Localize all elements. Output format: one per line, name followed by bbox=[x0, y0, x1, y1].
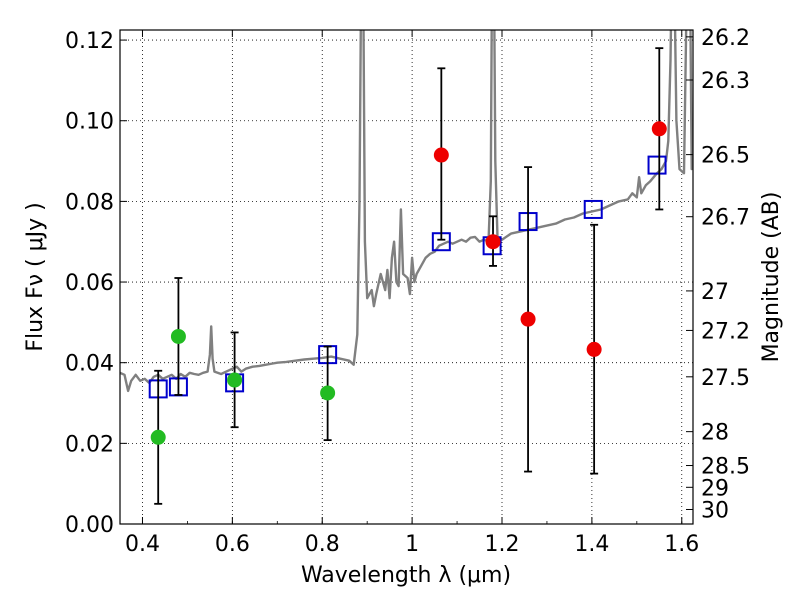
y2-tick-label: 27.2 bbox=[701, 319, 750, 344]
y-tick-label: 0.02 bbox=[65, 432, 114, 457]
y-tick-label: 0.04 bbox=[65, 352, 114, 377]
data-point bbox=[227, 372, 243, 388]
x-tick-label: 0.6 bbox=[215, 532, 250, 557]
data-point bbox=[433, 147, 449, 163]
y2-tick-label: 26.2 bbox=[701, 26, 750, 51]
spectrum-line bbox=[120, 30, 693, 393]
y2-tick-label: 28.5 bbox=[701, 455, 750, 480]
y2-tick-label: 30 bbox=[701, 498, 729, 523]
x-tick-label: 1.4 bbox=[574, 532, 609, 557]
y2-tick-label: 26.3 bbox=[701, 69, 750, 94]
model-square-point bbox=[647, 155, 667, 175]
data-point bbox=[485, 234, 501, 250]
y2-tick-label: 27 bbox=[701, 280, 729, 305]
x-tick-label: 1 bbox=[405, 532, 419, 557]
y2-tick-label: 28 bbox=[701, 421, 729, 446]
y-axis-title: Flux Fν ( μJy ) bbox=[23, 202, 48, 351]
y2-tick-label: 29 bbox=[701, 476, 729, 501]
x-tick-label: 1.6 bbox=[664, 532, 699, 557]
x-axis-title: Wavelength λ (μm) bbox=[301, 563, 511, 588]
x-tick-label: 1.2 bbox=[485, 532, 520, 557]
data-point bbox=[150, 429, 166, 445]
y2-tick-label: 27.5 bbox=[701, 366, 750, 391]
y-tick-label: 0.10 bbox=[65, 110, 114, 135]
y2-axis-title: Magnitude (AB) bbox=[759, 192, 784, 363]
data-point bbox=[586, 341, 602, 357]
data-point bbox=[651, 121, 667, 137]
y-tick-label: 0.12 bbox=[65, 29, 114, 54]
y2-tick-label: 26.7 bbox=[701, 206, 750, 231]
y-tick-label: 0.08 bbox=[65, 190, 114, 215]
data-point bbox=[170, 328, 186, 344]
plot-area bbox=[120, 30, 693, 505]
axes: 0.4 0.6 0.8 1 1.2 1.4 1.6 0.00 0.02 0.04 0.06 0.08 0… bbox=[65, 26, 750, 557]
plot-frame bbox=[119, 29, 694, 525]
data-point bbox=[320, 385, 336, 401]
y-tick-label: 0.00 bbox=[65, 513, 114, 538]
x-tick-label: 0.8 bbox=[305, 532, 340, 557]
x-tick-label: 0.4 bbox=[125, 532, 160, 557]
model-square-point bbox=[583, 199, 603, 219]
y-tick-label: 0.06 bbox=[65, 271, 114, 296]
data-point bbox=[520, 311, 536, 327]
y2-tick-label: 26.5 bbox=[701, 144, 750, 169]
